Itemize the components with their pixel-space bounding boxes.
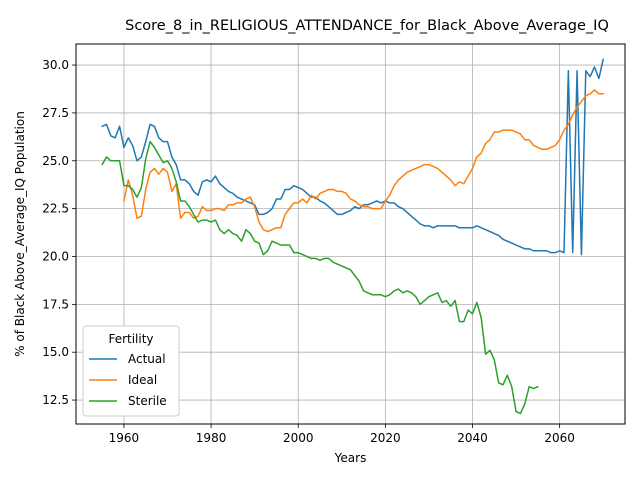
legend-box: [82, 325, 180, 417]
y-tick-label: 22.5: [42, 202, 69, 216]
series-line-sterile: [101, 140, 539, 415]
x-axis-label: Years: [334, 451, 367, 465]
y-tick-label: 12.5: [42, 393, 69, 407]
axis-layer: 1960 1980 2000 2020 2040 2060 12.5 15.0 17.5 20.0…: [42, 58, 575, 445]
y-tick-label: 15.0: [42, 345, 69, 359]
chart-title: Score_8_in_RELIGIOUS_ATTENDANCE_for_Blac…: [125, 18, 609, 34]
x-tick-label: 2060: [544, 431, 575, 445]
legend-entries: Actual Ideal Sterile: [89, 352, 167, 408]
legend-label-actual: Actual: [128, 352, 166, 366]
y-axis-label: % of Black Above_Average_IQ Population: [13, 111, 27, 357]
y-tick-label: 25.0: [42, 154, 69, 168]
x-tick-label: 1980: [196, 431, 227, 445]
x-tick-label: 2040: [457, 431, 488, 445]
x-tick-label: 2000: [283, 431, 314, 445]
series-layer: [101, 58, 604, 415]
legend: Fertility Actual Ideal Sterile: [82, 325, 180, 417]
x-tick-label: 1960: [109, 431, 140, 445]
y-tick-label: 20.0: [42, 249, 69, 263]
plot-frame: [75, 43, 626, 425]
y-tick-label: 27.5: [42, 106, 69, 120]
legend-title: Fertility: [108, 332, 153, 346]
x-tick-label: 2020: [370, 431, 401, 445]
legend-label-ideal: Ideal: [128, 373, 157, 387]
series-line-actual: [101, 58, 604, 256]
legend-label-sterile: Sterile: [128, 394, 167, 408]
y-tick-label: 30.0: [42, 58, 69, 72]
y-tick-label: 17.5: [42, 297, 69, 311]
series-line-ideal: [123, 89, 604, 233]
